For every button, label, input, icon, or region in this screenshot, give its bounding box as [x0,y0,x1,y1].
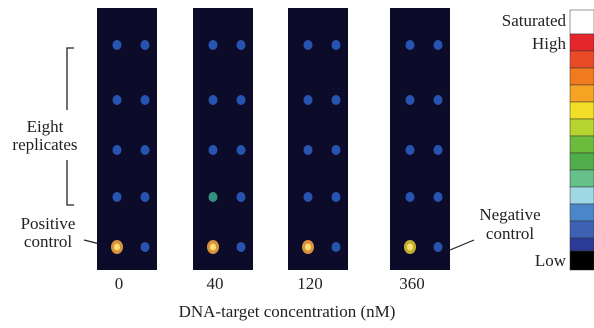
annotation: Positive [21,214,76,233]
spot [208,40,218,50]
array-panel [193,8,253,270]
spot-core [114,243,120,251]
spot [236,145,246,155]
spot [140,145,150,155]
arrow [449,239,475,251]
spot [140,242,150,252]
panel-label: 120 [297,274,323,293]
spot [433,192,443,202]
colorbar-label: Saturated [502,11,567,30]
spot-core [407,243,413,251]
spot [405,95,415,105]
annotation: Negative [479,205,540,224]
annotation: Eight [27,117,64,136]
panel-label: 360 [399,274,425,293]
spot [236,192,246,202]
spot [433,145,443,155]
spot [331,95,341,105]
annotation: replicates [12,135,77,154]
spot [140,192,150,202]
colorbar-label: Low [535,251,567,270]
spot [331,192,341,202]
spot [112,145,122,155]
annotation: control [486,224,534,243]
spot [236,242,246,252]
spot [208,192,218,202]
spot-core [210,243,216,251]
array-panel [97,8,157,270]
spot [303,40,313,50]
spot [112,192,122,202]
spot [303,95,313,105]
spot [433,40,443,50]
spot [208,95,218,105]
spot [331,145,341,155]
spot-core [305,243,311,251]
spot [405,145,415,155]
spot [236,95,246,105]
array-panel [288,8,348,270]
spot [140,95,150,105]
spot [208,145,218,155]
spot [405,40,415,50]
spot [112,40,122,50]
spot [331,242,341,252]
array-panel [390,8,450,270]
colorbar-label: High [532,34,567,53]
spot [112,95,122,105]
spot [433,95,443,105]
spot [140,40,150,50]
spot [236,40,246,50]
panel-label: 0 [115,274,124,293]
x-axis-label: DNA-target concentration (nM) [179,302,396,321]
annotation: control [24,232,72,251]
spot [303,145,313,155]
colorbar [569,9,594,271]
bracket [66,47,74,206]
spot [433,242,443,252]
spot [303,192,313,202]
panel-label: 40 [207,274,224,293]
spot [405,192,415,202]
spot [331,40,341,50]
